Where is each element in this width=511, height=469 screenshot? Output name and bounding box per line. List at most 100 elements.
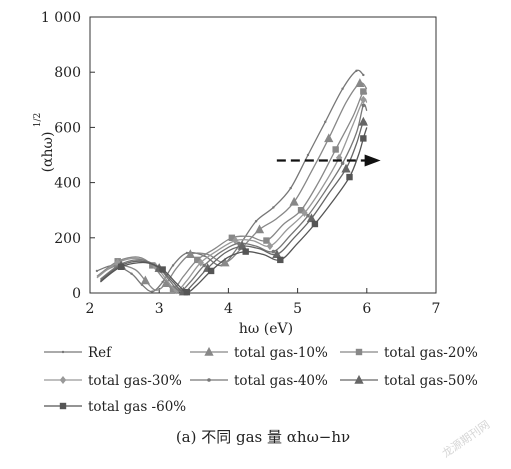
data-point xyxy=(311,220,319,228)
y-tick-label: 200 xyxy=(54,231,81,247)
data-point xyxy=(306,213,310,218)
axes: 2 3 4 5 6 7 0 200 400 600 800 1 000 xyxy=(41,10,441,317)
data-point xyxy=(254,224,265,234)
legend-item-1: total gas-10% xyxy=(190,345,328,361)
data-point xyxy=(117,263,125,270)
data-point xyxy=(346,173,353,181)
data-point xyxy=(355,69,358,73)
series-3 xyxy=(96,95,368,295)
x-tick-label: 4 xyxy=(224,301,233,317)
data-point xyxy=(220,257,230,267)
legend-label: Ref xyxy=(88,345,112,361)
y-tick-label: 800 xyxy=(54,65,81,81)
data-point xyxy=(306,213,317,223)
y-tick-label: 400 xyxy=(54,176,81,192)
legend-swatch-marker xyxy=(207,378,211,382)
legend-label: total gas-40% xyxy=(234,373,328,389)
data-point xyxy=(340,161,345,166)
series-5 xyxy=(100,116,368,296)
x-axis-label: hω (eV) xyxy=(239,321,293,337)
data-point xyxy=(362,73,365,77)
legend-swatch-marker xyxy=(355,348,363,356)
x-tick-label: 5 xyxy=(293,301,302,317)
legend-label: total gas-20% xyxy=(384,345,478,361)
data-point xyxy=(95,269,99,273)
x-tick-label: 6 xyxy=(362,301,371,317)
data-point xyxy=(185,249,195,259)
legend-item-3: total gas-30% xyxy=(44,373,182,389)
data-point xyxy=(232,236,239,245)
legend-swatch-marker xyxy=(61,350,65,354)
data-point xyxy=(324,120,327,124)
data-point xyxy=(228,234,236,241)
data-point xyxy=(151,290,154,293)
x-tick-label: 3 xyxy=(155,301,164,317)
data-point xyxy=(355,78,365,87)
data-point xyxy=(277,256,284,264)
data-point xyxy=(360,135,367,142)
data-point xyxy=(185,251,189,255)
series-line xyxy=(100,120,368,293)
data-point xyxy=(324,133,334,143)
data-point xyxy=(197,258,204,267)
legend-item-4: total gas-40% xyxy=(190,373,328,389)
data-point xyxy=(161,280,164,284)
legend-label: total gas-30% xyxy=(88,373,182,389)
data-point xyxy=(183,288,191,296)
data-point xyxy=(361,103,366,108)
data-point xyxy=(341,87,344,90)
y-axis-label: (αhω) xyxy=(40,132,56,173)
y-tick-label: 600 xyxy=(54,120,81,136)
legend-swatch-marker xyxy=(354,374,364,384)
data-point xyxy=(171,264,175,267)
data-point xyxy=(341,163,351,173)
data-point xyxy=(271,249,276,254)
data-point xyxy=(297,207,305,214)
data-point xyxy=(242,248,249,255)
legend-item-2: total gas-20% xyxy=(340,345,478,361)
plot-frame xyxy=(89,16,437,294)
series-line xyxy=(99,127,368,293)
legend-item-5: total gas-50% xyxy=(340,373,478,389)
y-tick-label: 1 000 xyxy=(41,10,81,26)
data-point xyxy=(173,286,180,295)
data-point xyxy=(149,262,156,269)
data-point xyxy=(236,241,241,246)
legend: Ref total gas-10% total gas-20% total gas-3… xyxy=(44,345,478,415)
legend-item-0: Ref xyxy=(44,345,112,361)
y-axis-label-superscript: 1/2 xyxy=(33,113,43,127)
data-point xyxy=(207,267,215,275)
legend-swatch-marker xyxy=(204,346,214,356)
legend-item-6: total gas -60% xyxy=(44,399,186,415)
series-layer xyxy=(95,69,368,296)
legend-label: total gas-10% xyxy=(234,345,328,361)
data-point xyxy=(289,196,299,206)
data-point xyxy=(360,95,367,104)
series-4 xyxy=(100,103,368,293)
data-point xyxy=(254,220,258,223)
watermark: 龙源期刊网 xyxy=(439,417,492,460)
data-point xyxy=(140,275,150,285)
x-tick-label: 2 xyxy=(86,301,95,317)
data-point xyxy=(332,146,339,153)
legend-label: total gas -60% xyxy=(88,399,186,415)
data-point xyxy=(289,186,292,190)
data-point xyxy=(130,272,133,275)
y-tick-label: 0 xyxy=(72,286,81,302)
data-point xyxy=(237,241,247,250)
legend-label: total gas-50% xyxy=(384,373,478,389)
data-point xyxy=(272,249,282,259)
data-point xyxy=(266,242,274,251)
data-point xyxy=(360,88,367,95)
annotation-layer xyxy=(276,154,381,167)
data-point xyxy=(202,263,206,268)
legend-swatch-marker xyxy=(59,376,67,384)
data-point xyxy=(159,266,166,273)
x-tick-label: 7 xyxy=(432,301,441,317)
data-point xyxy=(301,208,308,217)
dashed-arrow-head xyxy=(364,154,381,167)
figure-caption: (a) 不同 gas 量 αhω−hν xyxy=(176,428,350,446)
data-point xyxy=(272,206,275,209)
